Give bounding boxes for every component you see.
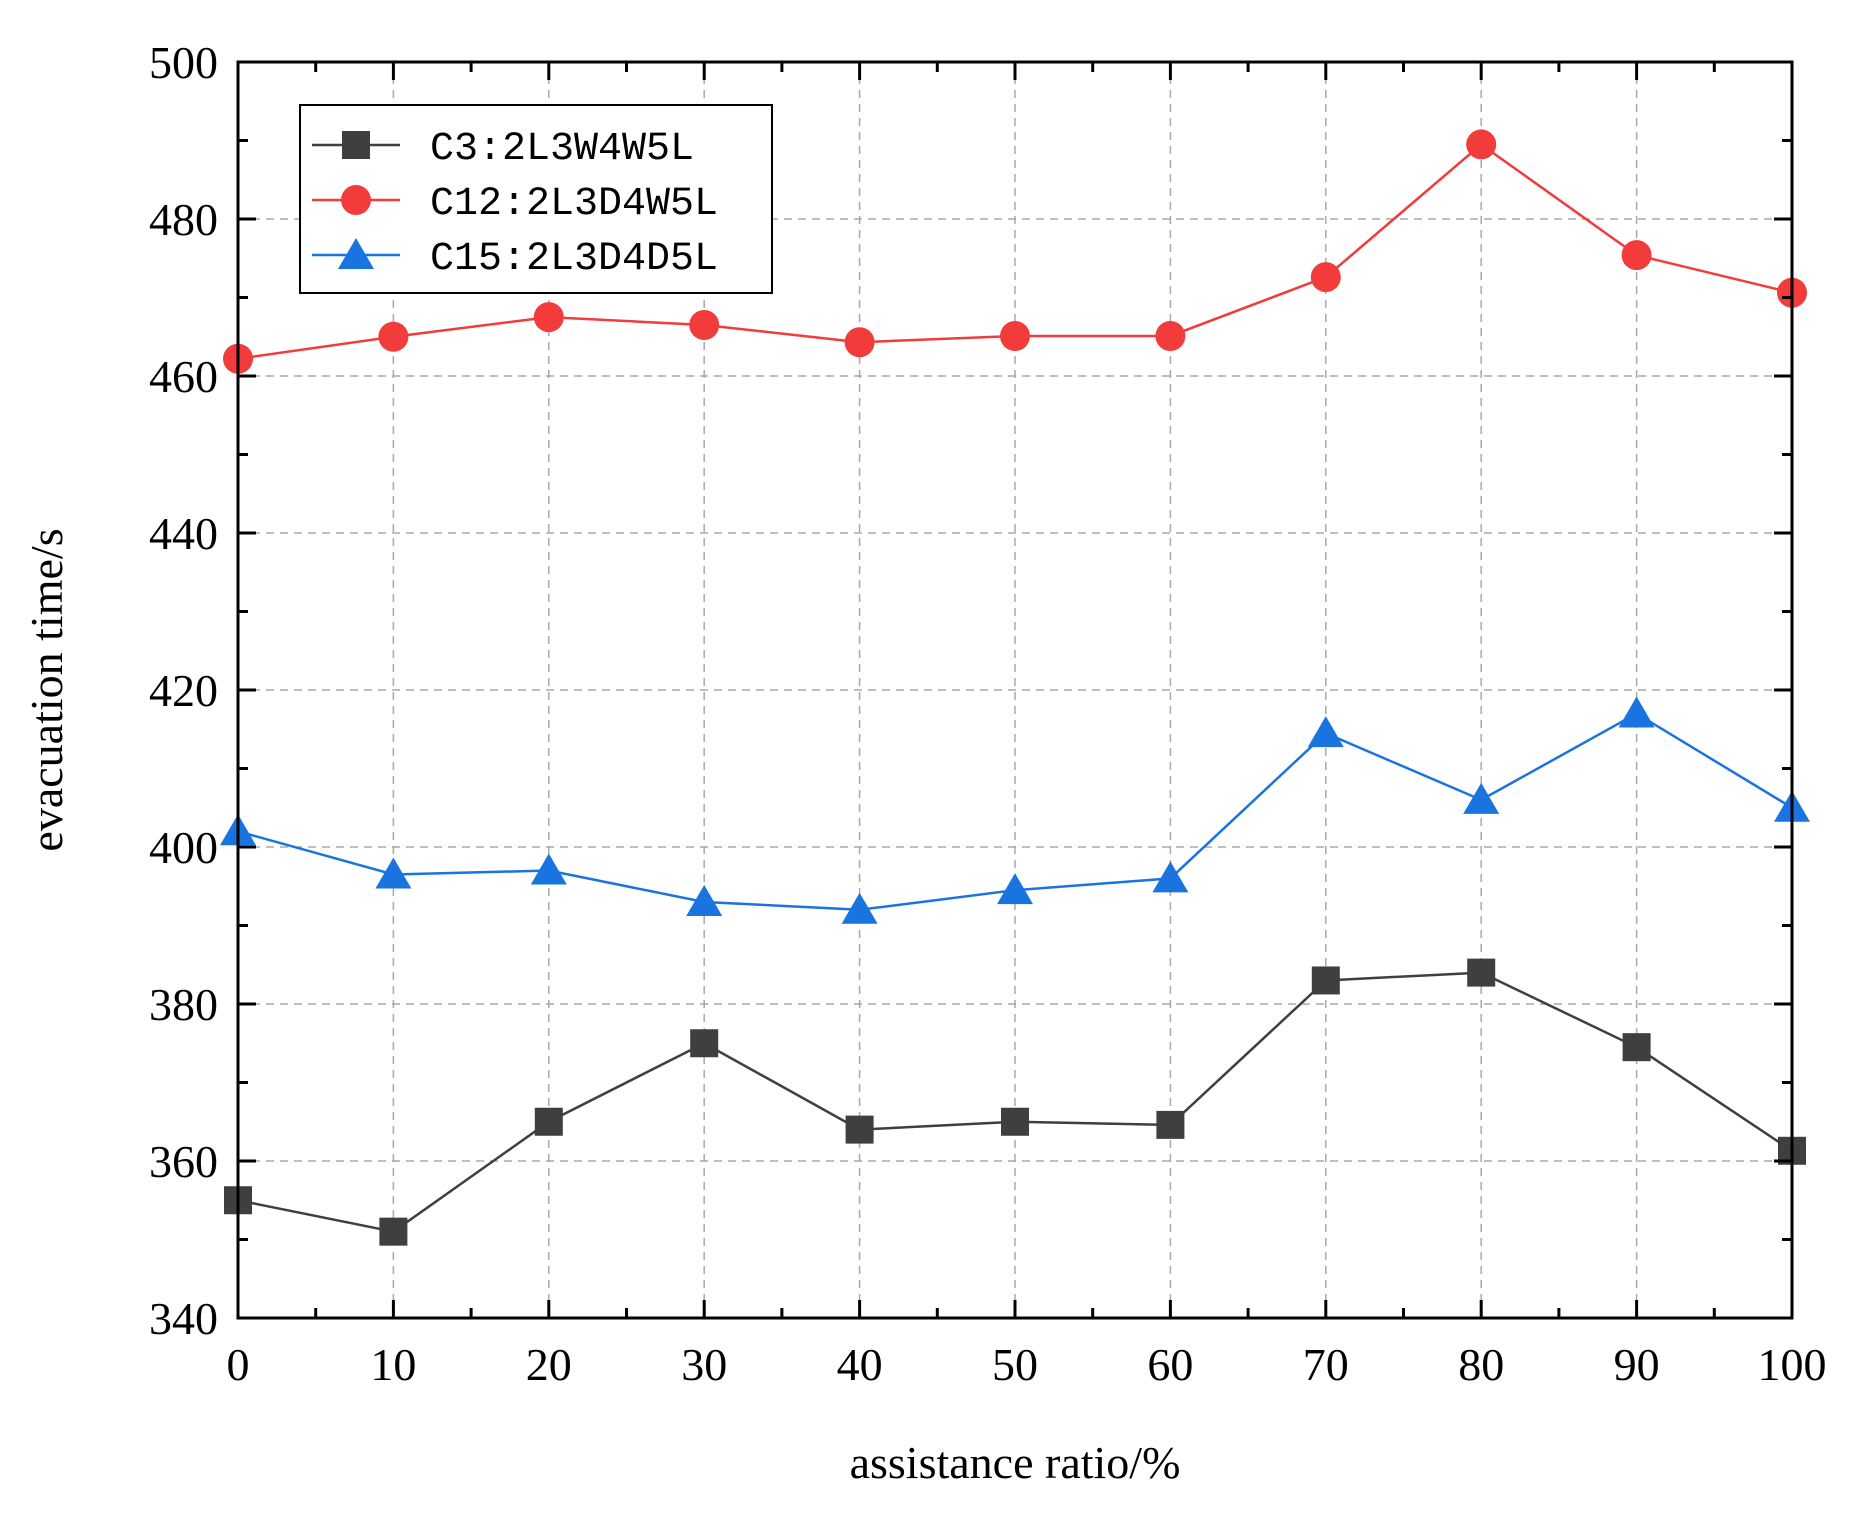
legend: C3:2L3W4W5L C12:2L3D4W5L C15:2L3D4D5L	[299, 104, 773, 294]
x-tick-label: 30	[681, 1339, 727, 1390]
legend-item: C15:2L3D4D5L	[312, 237, 718, 282]
data-point	[1307, 716, 1344, 748]
legend-marker	[341, 185, 371, 215]
x-tick-label: 100	[1758, 1339, 1827, 1390]
x-tick-label: 70	[1303, 1339, 1349, 1390]
x-tick-label: 20	[526, 1339, 572, 1390]
y-tick-label: 460	[149, 351, 218, 402]
legend-item: C3:2L3W4W5L	[312, 127, 694, 172]
y-tick-label: 500	[149, 37, 218, 88]
y-tick-label: 400	[149, 822, 218, 873]
data-point	[845, 1115, 874, 1144]
series-2	[223, 129, 1807, 374]
x-tick-label: 40	[837, 1339, 883, 1390]
data-point	[1000, 320, 1030, 351]
y-tick-label: 440	[149, 508, 218, 559]
y-tick-label: 420	[149, 665, 218, 716]
x-axis-title: assistance ratio/%	[850, 1437, 1181, 1488]
legend-marker	[342, 131, 370, 159]
x-tick-label: 50	[992, 1339, 1038, 1390]
legend-label: C3:2L3W4W5L	[430, 127, 694, 172]
data-point	[844, 327, 875, 358]
series-3	[220, 696, 1810, 924]
data-point	[1310, 262, 1341, 293]
data-point	[1466, 129, 1497, 160]
y-tick-label: 480	[149, 194, 218, 245]
data-point	[533, 302, 564, 333]
data-point	[1622, 1033, 1651, 1062]
data-point	[997, 873, 1033, 905]
x-tick-label: 0	[227, 1339, 250, 1390]
data-point	[1618, 696, 1655, 728]
x-tick-label: 80	[1458, 1339, 1504, 1390]
data-point	[1001, 1107, 1029, 1136]
tick-layer	[236, 60, 1794, 1320]
data-point	[686, 884, 723, 916]
data-point	[530, 853, 567, 885]
legend-label: C12:2L3D4W5L	[430, 182, 718, 227]
y-tick-label: 360	[149, 1136, 218, 1187]
data-point	[1311, 966, 1340, 995]
data-point	[1155, 320, 1186, 351]
legend-item: C12:2L3D4W5L	[312, 182, 718, 227]
data-point	[1467, 958, 1496, 987]
x-tick-label: 10	[370, 1339, 416, 1390]
series-layer	[220, 129, 1810, 1246]
data-point	[690, 1029, 719, 1058]
data-point	[1621, 240, 1652, 271]
data-point	[534, 1107, 563, 1136]
legend-label: C15:2L3D4D5L	[430, 237, 718, 282]
data-point	[1152, 861, 1189, 893]
data-point	[378, 321, 409, 352]
data-point	[379, 1217, 408, 1246]
tick-label-layer: 0 10 20 30 40 50 60 70 80 90 100 340 360 380 400 420 440…	[149, 37, 1827, 1390]
x-tick-label: 90	[1614, 1339, 1660, 1390]
x-tick-label: 60	[1147, 1339, 1193, 1390]
y-tick-label: 340	[149, 1293, 218, 1344]
data-point	[375, 857, 412, 889]
y-tick-label: 380	[149, 979, 218, 1030]
legend-marker	[338, 238, 374, 269]
y-axis-title: evacuation time/s	[21, 528, 72, 851]
data-point	[841, 892, 878, 924]
data-point	[1463, 782, 1500, 814]
data-point	[689, 309, 720, 340]
data-point	[1156, 1110, 1185, 1139]
